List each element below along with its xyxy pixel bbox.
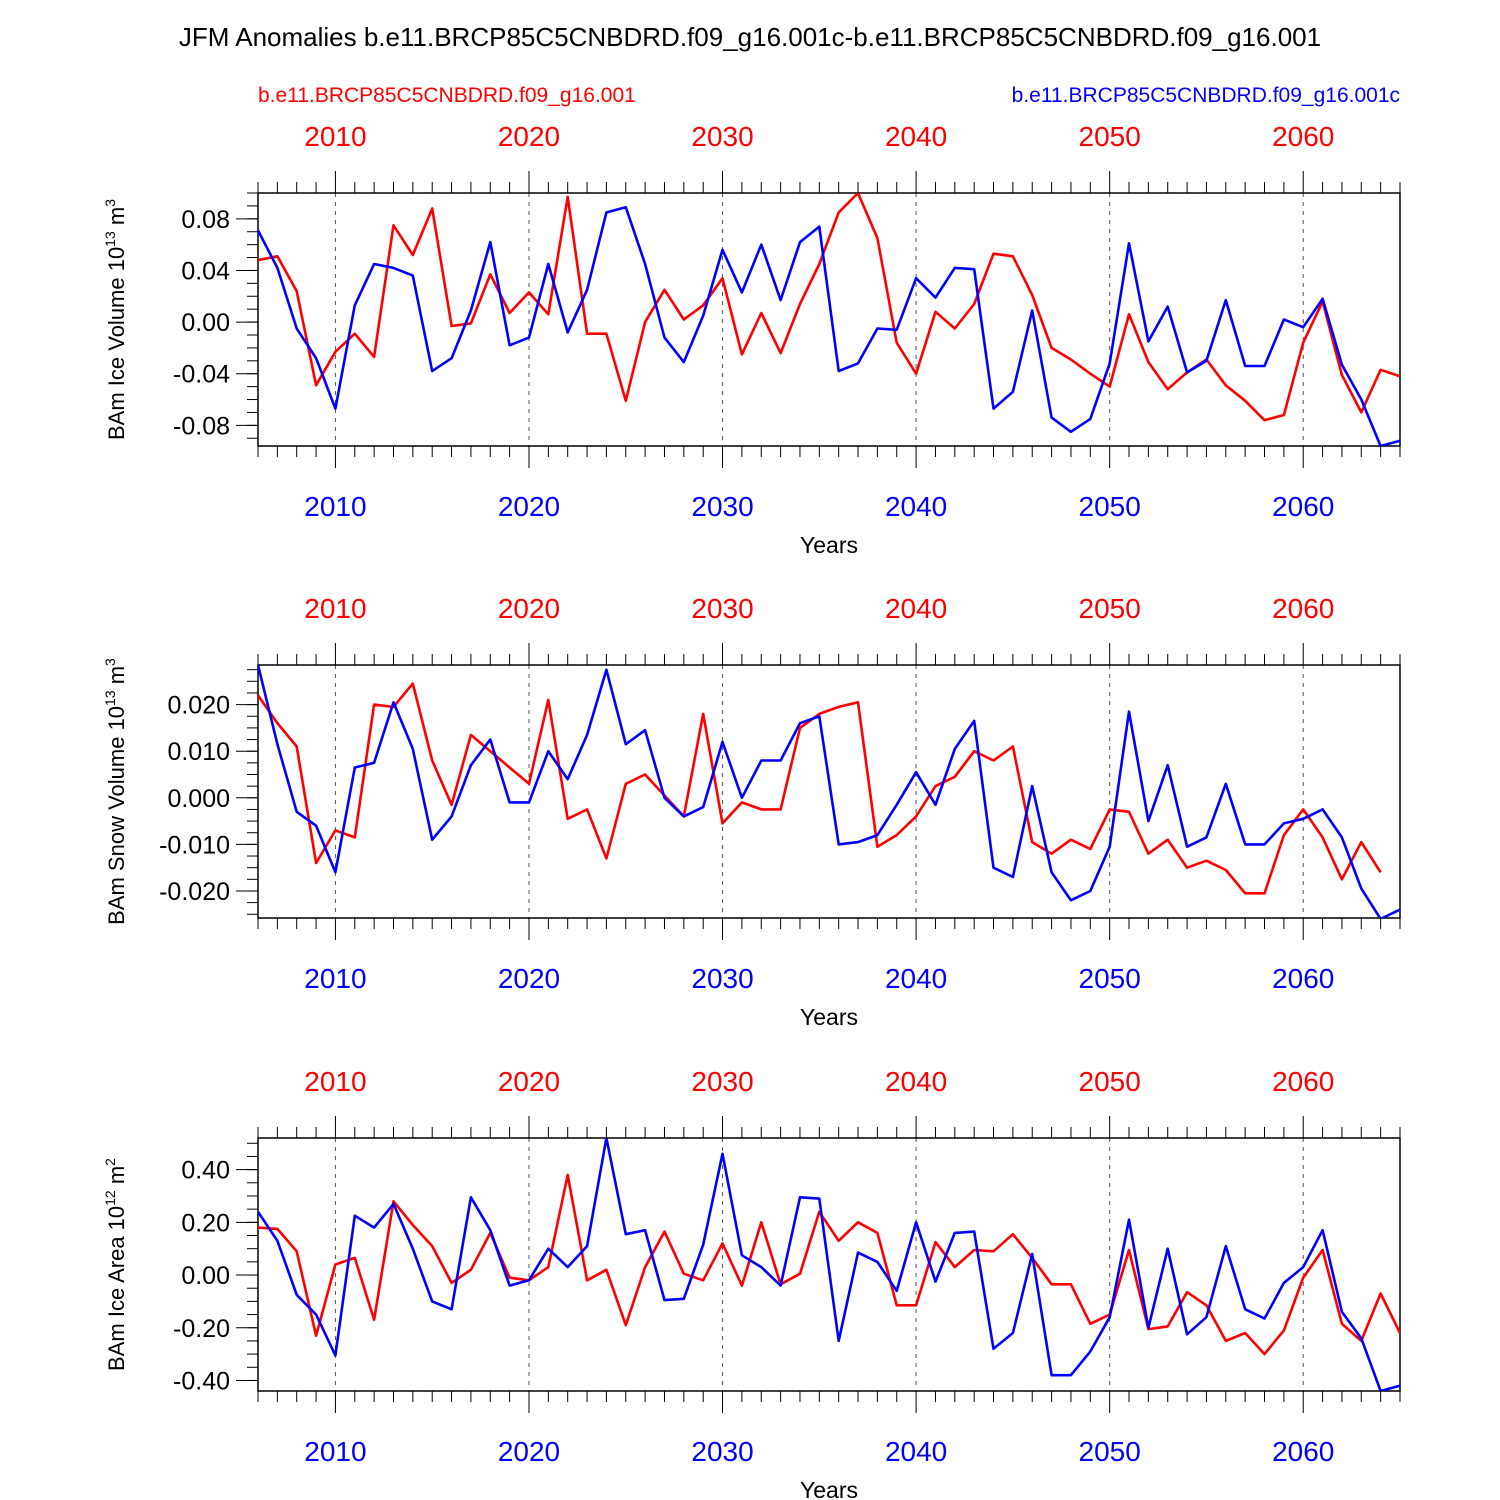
x-tick-label-top: 2030: [691, 121, 753, 152]
legend-right-label: b.e11.BRCP85C5CNBDRD.f09_g16.001c: [1012, 84, 1400, 107]
series-line-blue: [258, 205, 1400, 446]
y-tick-label: 0.00: [181, 1262, 230, 1290]
x-tick-label-bottom: 2050: [1079, 1436, 1141, 1467]
x-tick-label-bottom: 2030: [691, 963, 753, 994]
y-axis-label: BAm Ice Area 1012 m2: [102, 1158, 129, 1371]
x-tick-label-bottom: 2060: [1272, 1436, 1334, 1467]
x-tick-label-bottom: 2020: [498, 1436, 560, 1467]
x-tick-label-top: 2030: [691, 1066, 753, 1097]
y-tick-label: -0.04: [173, 361, 230, 389]
panel-3: 0.40 0.20 0.00 -0.20 -0.40 2010 2010 2020 2020 20…: [102, 1066, 1401, 1500]
y-tick-label: -0.08: [173, 412, 230, 440]
x-tick-label-top: 2020: [498, 1066, 560, 1097]
plot-frame: [257, 664, 1401, 919]
x-tick-label-bottom: 2050: [1079, 491, 1141, 522]
y-tick-label: 0.08: [181, 206, 230, 234]
x-tick-label-top: 2040: [885, 121, 947, 152]
x-tick-label-top: 2010: [304, 1066, 366, 1097]
y-tick-label: 0.020: [167, 692, 230, 720]
x-axis-label: Years: [800, 1477, 858, 1500]
x-tick-label-top: 2010: [304, 121, 366, 152]
x-tick-label-bottom: 2060: [1272, 963, 1334, 994]
x-tick-label-bottom: 2010: [304, 1436, 366, 1467]
x-tick-label-top: 2060: [1272, 593, 1334, 624]
panel-2: 0.020 0.010 0.000 -0.010 -0.020 2010 2010 2020 2…: [102, 593, 1401, 1030]
y-axis-label: BAm Ice Volume 1013 m3: [102, 199, 129, 440]
y-tick-label: 0.40: [181, 1157, 230, 1185]
x-tick-label-bottom: 2020: [498, 491, 560, 522]
x-tick-label-bottom: 2030: [691, 1436, 753, 1467]
legend-left-label: b.e11.BRCP85C5CNBDRD.f09_g16.001: [258, 84, 636, 107]
y-tick-label: 0.00: [181, 309, 230, 337]
x-tick-label-top: 2020: [498, 121, 560, 152]
x-tick-label-top: 2020: [498, 593, 560, 624]
y-tick-label: -0.40: [173, 1367, 230, 1395]
y-tick-label: 0.04: [181, 257, 230, 285]
y-tick-label: -0.010: [159, 831, 230, 859]
x-tick-label-bottom: 2050: [1079, 963, 1141, 994]
x-tick-label-top: 2060: [1272, 1066, 1334, 1097]
y-tick-label: 0.20: [181, 1209, 230, 1237]
x-tick-label-top: 2040: [885, 593, 947, 624]
y-tick-label: -0.20: [173, 1315, 230, 1343]
x-tick-label-top: 2040: [885, 1066, 947, 1097]
x-tick-label-bottom: 2040: [885, 1436, 947, 1467]
panels: 0.08 0.04 0.00 -0.04 -0.08 2010 2010 2020 2020 20…: [102, 121, 1401, 1500]
figure-title: JFM Anomalies b.e11.BRCP85C5CNBDRD.f09_g…: [179, 22, 1321, 52]
y-tick-label: -0.020: [159, 878, 230, 906]
x-tick-label-top: 2050: [1079, 593, 1141, 624]
x-tick-label-top: 2010: [304, 593, 366, 624]
x-tick-label-bottom: 2060: [1272, 491, 1334, 522]
series-line-blue: [258, 665, 1400, 918]
plot-frame: [257, 192, 1401, 447]
x-tick-label-bottom: 2010: [304, 491, 366, 522]
x-tick-label-bottom: 2040: [885, 491, 947, 522]
x-tick-label-bottom: 2030: [691, 491, 753, 522]
y-tick-label: 0.010: [167, 738, 230, 766]
x-tick-label-top: 2050: [1079, 121, 1141, 152]
x-tick-label-top: 2050: [1079, 1066, 1141, 1097]
series-line-blue: [258, 1138, 1400, 1391]
series-line-red: [258, 682, 1382, 895]
x-tick-label-top: 2060: [1272, 121, 1334, 152]
x-axis-label: Years: [800, 1004, 858, 1030]
x-tick-label-bottom: 2040: [885, 963, 947, 994]
y-axis-label: BAm Snow Volume 1013 m3: [102, 658, 129, 925]
x-axis-label: Years: [800, 532, 858, 558]
panel-1: 0.08 0.04 0.00 -0.04 -0.08 2010 2010 2020 2020 20…: [102, 121, 1401, 558]
series-line-red: [258, 1173, 1400, 1356]
x-tick-label-bottom: 2010: [304, 963, 366, 994]
series-line-red: [258, 193, 1400, 422]
x-tick-label-top: 2030: [691, 593, 753, 624]
plot-frame: [257, 1137, 1401, 1392]
x-tick-label-bottom: 2020: [498, 963, 560, 994]
y-tick-label: 0.000: [167, 785, 230, 813]
